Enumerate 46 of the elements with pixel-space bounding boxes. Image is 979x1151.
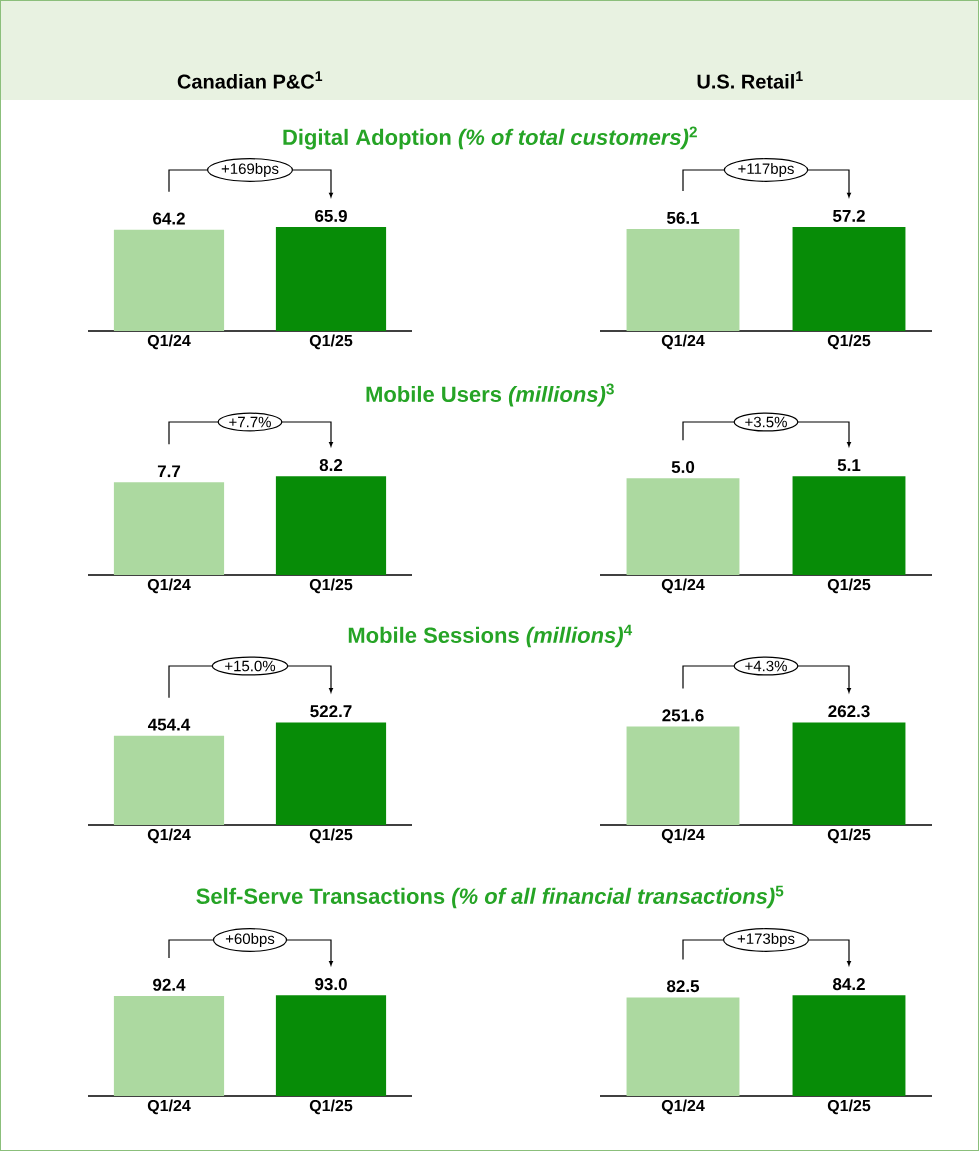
x-tick-label: Q1/24 <box>147 828 191 844</box>
data-label: 56.1 <box>666 211 700 224</box>
text: Digital Adoption (% of total customers)$^{2}$ <box>283 126 697 150</box>
x-tick-label: Q1/25 <box>827 578 871 594</box>
data-label: 5.1 <box>837 459 861 472</box>
text: +15.0% <box>225 660 276 672</box>
text: +3.5% <box>745 416 787 428</box>
x-tick-label: Q1/24 <box>661 1099 705 1115</box>
text: Self-Serve Transactions (% of all financial transactions)$^{5}$ <box>196 885 784 909</box>
text: +60bps <box>225 933 275 947</box>
x-tick-label: Q1/25 <box>827 334 871 350</box>
x-tick-label: Q1/24 <box>661 334 705 350</box>
chart-title: U.S. Retail$^{1}$ <box>697 71 803 89</box>
x-tick-label: Q1/24 <box>661 828 705 844</box>
x-tick-label: Q1/24 <box>147 1099 191 1115</box>
x-tick-label: Q1/25 <box>309 334 353 350</box>
text: Mobile Users (millions)$^{3}$ <box>366 383 614 407</box>
text: +169bps <box>221 163 279 177</box>
data-label: 57.2 <box>832 209 865 222</box>
data-label: 454.4 <box>147 718 191 731</box>
data-label: 262.3 <box>828 705 870 718</box>
data-label: 82.5 <box>666 980 700 993</box>
x-tick-label: Q1/25 <box>827 828 871 844</box>
x-tick-label: Q1/25 <box>309 1099 353 1115</box>
data-label: 8.2 <box>319 459 343 472</box>
x-tick-label: Q1/25 <box>309 578 353 594</box>
data-label: 65.9 <box>315 209 347 222</box>
x-tick-label: Q1/25 <box>309 828 353 844</box>
text: +7.7% <box>229 416 271 428</box>
chart-title: Canadian P&C$^{1}$ <box>177 71 323 89</box>
data-label: 64.2 <box>153 212 185 225</box>
data-label: 93.0 <box>315 978 347 991</box>
data-label: 7.7 <box>157 465 181 478</box>
text: +117bps <box>738 163 794 177</box>
data-label: 92.4 <box>153 978 186 991</box>
text: +173bps <box>737 933 795 947</box>
x-tick-label: Q1/24 <box>147 578 191 594</box>
x-tick-label: Q1/25 <box>827 1099 871 1115</box>
data-label: 251.6 <box>662 709 704 722</box>
data-label: 522.7 <box>310 705 352 718</box>
x-tick-label: Q1/24 <box>147 334 191 350</box>
text: Mobile Sessions (millions)$^{4}$ <box>348 624 633 648</box>
data-label: 5.0 <box>671 460 695 474</box>
data-label: 84.2 <box>832 978 865 991</box>
x-tick-label: Q1/24 <box>661 578 705 594</box>
text: +4.3% <box>745 660 787 672</box>
